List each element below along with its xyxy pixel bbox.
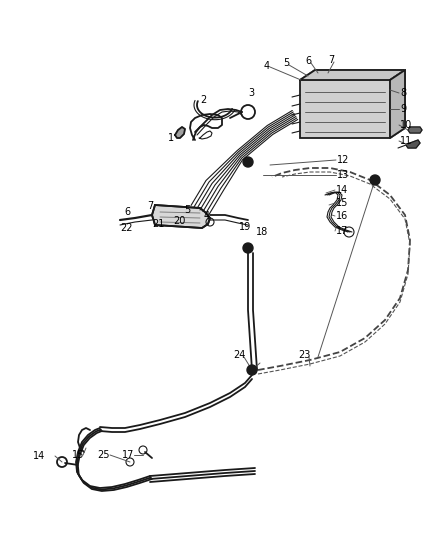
Text: 4: 4	[264, 61, 270, 71]
Polygon shape	[175, 127, 185, 138]
Text: 20: 20	[173, 216, 185, 226]
Text: 14: 14	[33, 451, 45, 461]
Text: 12: 12	[337, 155, 350, 165]
Text: 5: 5	[283, 58, 289, 68]
Text: 6: 6	[124, 207, 130, 217]
Text: 25: 25	[97, 450, 110, 460]
Text: 13: 13	[337, 170, 349, 180]
Text: 17: 17	[122, 450, 134, 460]
Text: 8: 8	[400, 88, 406, 98]
Circle shape	[370, 175, 380, 185]
Polygon shape	[408, 127, 422, 133]
Text: 23: 23	[298, 350, 311, 360]
Text: 14: 14	[336, 185, 348, 195]
Circle shape	[243, 157, 253, 167]
Text: 7: 7	[328, 55, 334, 65]
Text: 4: 4	[204, 211, 210, 221]
Text: 24: 24	[233, 350, 245, 360]
Text: 18: 18	[256, 227, 268, 237]
Polygon shape	[152, 205, 210, 228]
Text: 9: 9	[400, 104, 406, 114]
Text: 1: 1	[168, 133, 174, 143]
Text: 15: 15	[72, 450, 85, 460]
Text: 10: 10	[400, 120, 412, 130]
Text: 11: 11	[400, 136, 412, 146]
Text: 19: 19	[239, 222, 251, 232]
Circle shape	[243, 243, 253, 253]
Polygon shape	[390, 70, 405, 138]
Text: 15: 15	[336, 198, 348, 208]
Text: 22: 22	[120, 223, 133, 233]
Text: 16: 16	[336, 211, 348, 221]
FancyBboxPatch shape	[300, 80, 390, 138]
Text: 17: 17	[336, 226, 348, 236]
Polygon shape	[300, 70, 405, 80]
Circle shape	[247, 365, 257, 375]
Text: 6: 6	[305, 56, 311, 66]
Text: 5: 5	[184, 205, 190, 215]
Text: 3: 3	[248, 88, 254, 98]
Polygon shape	[406, 140, 420, 148]
Text: 7: 7	[147, 201, 153, 211]
Text: 2: 2	[200, 95, 206, 105]
Text: 21: 21	[152, 219, 164, 229]
